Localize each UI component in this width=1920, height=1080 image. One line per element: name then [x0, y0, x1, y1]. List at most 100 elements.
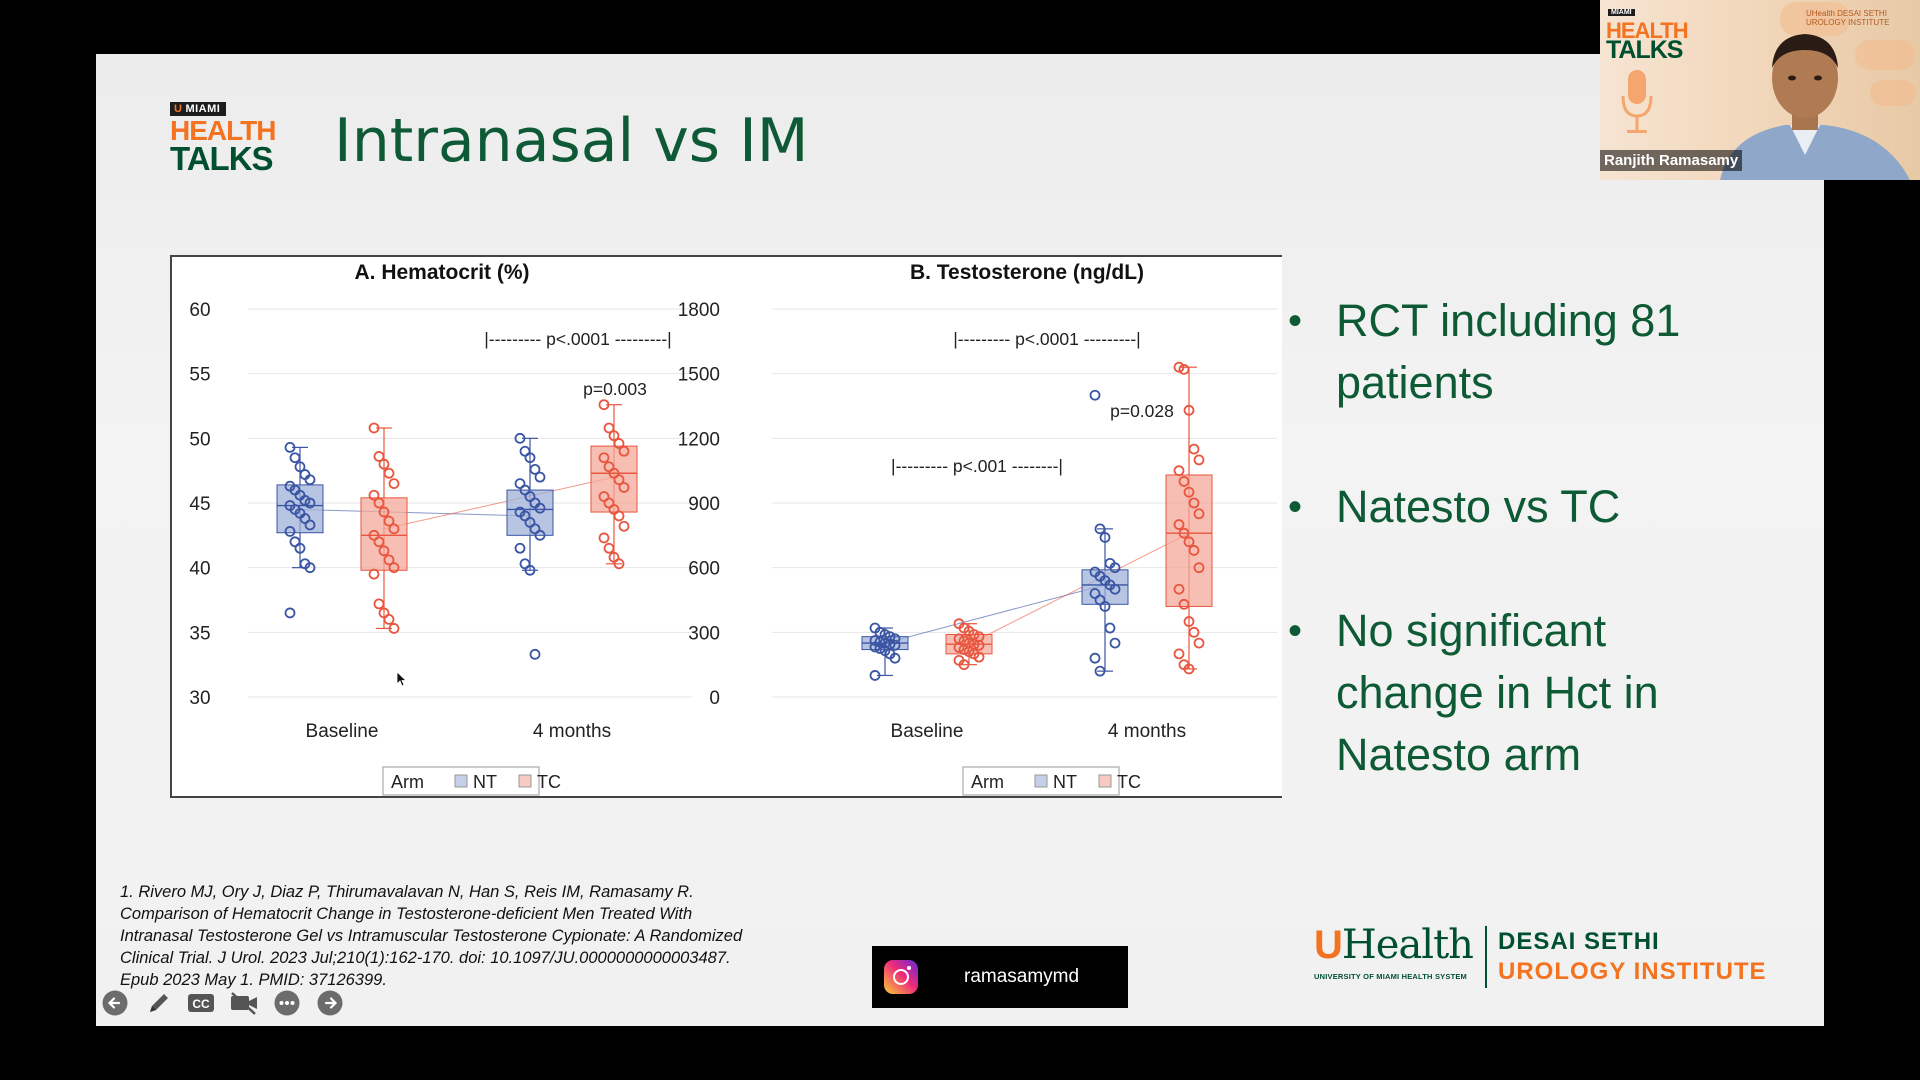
data-point-nt: [294, 461, 306, 473]
data-point-tc: [378, 545, 390, 557]
bullet-list: RCT including 81 patients Natesto vs TC …: [1288, 290, 1748, 848]
data-point-tc: [373, 497, 385, 509]
data-point-nt: [869, 641, 881, 653]
svg-text:CC: CC: [192, 997, 210, 1011]
data-point-nt: [304, 519, 316, 531]
data-point-tc: [388, 623, 400, 634]
p-value-annotation: |--------- p<.0001 ---------|: [484, 329, 671, 349]
legend-label: NT: [1053, 772, 1077, 792]
y-tick-label: 900: [688, 494, 720, 515]
data-point-tc: [383, 613, 395, 625]
data-point-tc: [613, 474, 625, 486]
chart-title: B. Testosterone (ng/dL): [910, 261, 1144, 284]
background-bubble: [1870, 80, 1916, 106]
logo-health-text: HEALTH: [170, 115, 276, 146]
data-point-tc: [378, 458, 390, 470]
y-tick-label: 60: [189, 300, 210, 321]
forward-arrow-icon[interactable]: [315, 988, 345, 1018]
data-point-tc: [1193, 637, 1205, 649]
data-point-tc: [973, 651, 985, 663]
data-point-tc: [608, 430, 620, 442]
data-point-tc: [613, 510, 625, 522]
data-point-nt: [304, 474, 316, 486]
back-arrow-icon[interactable]: [100, 988, 130, 1018]
data-point-nt: [534, 529, 546, 541]
boxplot-figure: A. Hematocrit (%) 30 35 40 45 50 55 60 Baseline 4…: [170, 255, 1282, 798]
legend-label: TC: [1117, 772, 1141, 792]
video-logo-talks: TALKS: [1606, 36, 1683, 64]
data-point-tc: [1173, 583, 1185, 595]
data-point-tc: [368, 568, 380, 580]
data-point-tc: [383, 554, 395, 566]
data-point-nt: [524, 452, 536, 464]
data-point-tc: [1183, 536, 1195, 548]
legend-label: NT: [473, 772, 497, 792]
citation-text: 1. Rivero MJ, Ory J, Diaz P, Thirumavala…: [120, 883, 743, 989]
data-point-tc: [388, 562, 400, 574]
data-point-nt: [1109, 583, 1121, 595]
p-value-annotation: p=0.003: [583, 379, 647, 399]
box-tc: [1165, 474, 1213, 607]
y-tick-label: 1500: [678, 365, 720, 386]
presenter-video[interactable]: MIAMI HEALTH TALKS UHealth DESAI SETHI U…: [1600, 0, 1920, 180]
data-point-nt: [289, 452, 301, 464]
data-point-tc: [618, 482, 630, 493]
instagram-handle: ramasamymd: [964, 966, 1080, 987]
data-point-tc: [1193, 508, 1205, 520]
cc-icon[interactable]: CC: [186, 988, 216, 1018]
data-point-nt: [284, 526, 296, 537]
data-point-nt: [1094, 665, 1106, 677]
data-point-nt: [1089, 652, 1101, 664]
chart-title: A. Hematocrit (%): [354, 261, 529, 284]
data-point-tc: [598, 399, 610, 411]
data-point-tc: [373, 536, 385, 548]
y-tick-label: 0: [709, 688, 720, 709]
data-point-tc: [958, 644, 970, 655]
data-point-tc: [1178, 527, 1190, 539]
data-point-nt: [514, 432, 526, 444]
data-point-tc: [383, 515, 395, 527]
data-point-nt: [1104, 622, 1116, 634]
data-point-tc: [603, 422, 615, 434]
institute-name-line2: UROLOGY INSTITUTE: [1498, 958, 1767, 985]
data-point-tc: [618, 520, 630, 532]
data-point-nt: [284, 441, 296, 453]
mean-line-nt: [299, 508, 531, 517]
y-tick-label: 30: [189, 688, 210, 709]
video-logo-health: HEALTH: [1606, 18, 1689, 43]
y-tick-label: 40: [189, 559, 210, 580]
presentation-slide: U MIAMI HEALTH TALKS Intranasal vs IM A. …: [96, 54, 1824, 1026]
data-point-nt: [529, 463, 541, 475]
y-tick-label: 600: [688, 559, 720, 580]
video-off-icon[interactable]: [229, 988, 259, 1018]
data-point-tc: [1173, 361, 1185, 373]
data-point-tc: [1178, 598, 1190, 610]
mean-line-tc: [968, 532, 1190, 645]
data-point-tc: [383, 467, 395, 479]
mouse-cursor-icon: [397, 672, 407, 686]
uhealth-wordmark: Health: [1341, 922, 1474, 968]
data-point-tc: [1188, 626, 1200, 638]
video-brand-text: UHealth DESAI SETHI UROLOGY INSTITUTE: [1806, 9, 1890, 27]
y-tick-label: 35: [189, 623, 210, 644]
legend-swatch-nt: [1034, 774, 1048, 788]
presenter-avatar: [1720, 34, 1910, 180]
more-icon[interactable]: [272, 988, 302, 1018]
data-point-tc: [1178, 363, 1190, 375]
y-tick-label: 45: [189, 494, 210, 515]
pen-icon[interactable]: [143, 988, 173, 1018]
logo-divider: [1485, 926, 1487, 988]
instagram-icon: [884, 960, 918, 994]
data-point-nt: [889, 639, 901, 651]
boxplot-charts: A. Hematocrit (%) 30 35 40 45 50 55 60 Baseline 4…: [189, 261, 1277, 796]
data-point-nt: [524, 564, 536, 576]
data-point-nt: [1109, 562, 1121, 574]
slide-title: Intranasal vs IM: [334, 106, 809, 176]
data-point-nt: [1094, 523, 1106, 535]
data-point-nt: [869, 670, 881, 681]
data-point-nt: [529, 648, 541, 660]
x-tick-label: Baseline: [306, 721, 379, 742]
y-tick-label: 1800: [678, 300, 720, 321]
data-point-tc: [368, 489, 380, 501]
data-point-tc: [373, 598, 385, 610]
